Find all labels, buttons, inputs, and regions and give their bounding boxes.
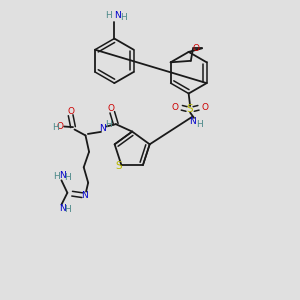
Text: H: H [121,13,127,22]
Text: N: N [58,204,65,213]
Text: O: O [67,106,74,116]
Text: H: H [64,173,71,182]
Text: O: O [172,103,179,112]
Text: S: S [116,161,122,171]
Text: N: N [81,191,88,200]
Text: O: O [107,103,114,112]
Text: H: H [105,120,112,129]
Text: N: N [58,171,65,180]
Text: H: H [64,205,71,214]
Text: H: H [53,172,59,181]
Text: O: O [193,44,200,52]
Text: N: N [99,124,106,134]
Text: S: S [187,104,194,114]
Text: H: H [196,120,202,129]
Text: H: H [52,123,59,132]
Text: N: N [114,11,121,20]
Text: N: N [189,117,196,126]
Text: H: H [106,11,112,20]
Text: O: O [56,122,63,131]
Text: O: O [202,103,208,112]
